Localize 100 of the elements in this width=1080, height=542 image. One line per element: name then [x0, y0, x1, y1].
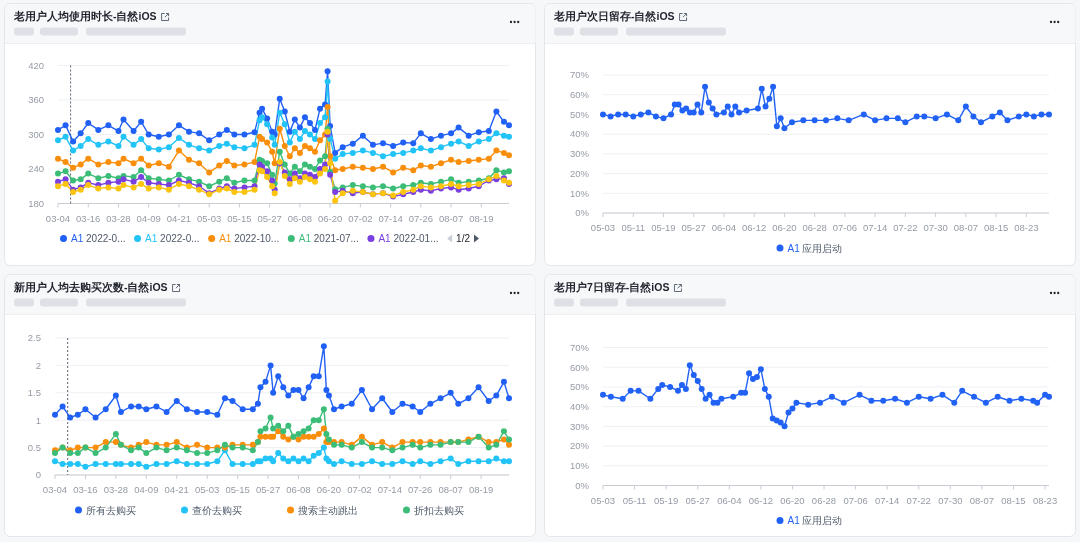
x-tick-label: 05-15	[227, 212, 252, 224]
x-tick-label: 05-03	[197, 212, 222, 224]
x-tick-label: 03-04	[45, 212, 71, 224]
x-tick-label: 05-03	[195, 484, 220, 496]
x-tick-label: 03-28	[103, 484, 129, 496]
x-tick-label: 08-19	[468, 484, 494, 496]
legend-label: A1 应用启动	[787, 242, 843, 254]
y-tick-label: 0	[35, 469, 41, 481]
y-tick-label: 1.5	[27, 387, 41, 399]
x-tick-label: 05-15	[225, 484, 250, 496]
y-tick-label: 50%	[569, 108, 590, 120]
y-tick-label: 50%	[569, 381, 590, 393]
y-tick-label: 60%	[569, 361, 590, 373]
x-tick-label: 07-14	[862, 222, 888, 234]
x-tick-label: 05-19	[651, 222, 676, 234]
y-tick-label: 0%	[575, 479, 590, 491]
x-tick-label: 07-06	[832, 222, 858, 234]
x-tick-label: 07-22	[893, 222, 918, 234]
x-tick-label: 06-04	[717, 494, 742, 506]
x-tick-label: 08-19	[469, 212, 494, 224]
y-tick-label: 40%	[569, 128, 590, 140]
x-tick-label: 03-16	[73, 484, 98, 496]
legend-label: 所有去购买	[86, 504, 136, 516]
x-tick-label: 07-14	[875, 494, 900, 506]
x-tick-label: 07-02	[348, 212, 373, 224]
x-tick-label: 05-27	[255, 484, 281, 496]
legend-label: A1 应用启动	[787, 515, 843, 526]
y-tick-label: 180	[28, 197, 44, 209]
x-tick-label: 06-20	[317, 212, 343, 224]
x-tick-label: 03-28	[106, 212, 131, 224]
chart-title: 老用户人均使用时长-自然iOS	[13, 10, 157, 23]
x-tick-label: 04-21	[166, 212, 192, 224]
y-tick-label: 20%	[569, 440, 590, 452]
x-tick-label: 03-16	[76, 212, 101, 224]
chart-title: 老用户次日留存-自然iOS	[553, 10, 675, 23]
x-tick-label: 07-02	[347, 484, 372, 496]
legend-label: A1 2022-0...	[71, 233, 126, 244]
x-tick-label: 06-28	[811, 494, 837, 506]
x-tick-label: 05-03	[590, 494, 616, 506]
y-tick-label: 420	[28, 59, 44, 71]
x-tick-label: 05-27	[257, 212, 282, 224]
y-tick-label: 30%	[569, 148, 590, 160]
chart-title: 新用户人均去购买次数-自然iOS	[13, 281, 168, 294]
x-tick-label: 07-26	[408, 484, 433, 496]
y-tick-label: 10%	[569, 460, 590, 472]
x-tick-label: 05-27	[681, 222, 706, 234]
y-tick-label: 10%	[569, 187, 590, 199]
x-tick-label: 06-20	[780, 494, 805, 506]
x-tick-label: 08-23	[1014, 222, 1039, 234]
y-tick-label: 300	[28, 128, 44, 140]
x-tick-label: 06-28	[802, 222, 827, 234]
x-tick-label: 07-26	[408, 212, 433, 224]
x-tick-label: 08-07	[953, 222, 978, 234]
x-tick-label: 03-04	[42, 484, 68, 496]
x-tick-label: 08-15	[1001, 494, 1026, 506]
x-tick-label: 06-20	[772, 222, 797, 234]
legend-label: 查价去购买	[192, 504, 242, 516]
x-tick-label: 07-22	[906, 494, 931, 506]
x-tick-label: 06-12	[742, 222, 767, 234]
y-tick-label: 360	[28, 94, 44, 106]
x-tick-label: 07-14	[377, 484, 402, 496]
x-tick-label: 05-11	[622, 494, 647, 506]
x-tick-label: 06-08	[287, 212, 313, 224]
x-tick-label: 06-20	[316, 484, 342, 496]
x-tick-label: 04-09	[136, 212, 161, 224]
legend-label: 折扣去购买	[414, 504, 464, 516]
x-tick-label: 07-06	[843, 494, 868, 506]
x-tick-label: 06-12	[748, 494, 774, 506]
legend-label: A1 2021-07...	[298, 233, 359, 244]
x-tick-label: 05-19	[653, 494, 679, 506]
y-tick-label: 0.5	[27, 441, 41, 453]
x-tick-label: 08-07	[438, 212, 464, 224]
x-tick-label: 05-03	[590, 222, 616, 234]
legend-label: 搜索主动跳出	[298, 504, 358, 516]
x-tick-label: 05-11	[621, 222, 646, 234]
legend-label: A1 2022-01...	[378, 233, 439, 244]
y-tick-label: 30%	[569, 420, 590, 432]
x-tick-label: 08-15	[983, 222, 1009, 234]
legend-label: A1 2022-0...	[145, 233, 200, 244]
x-tick-label: 05-27	[685, 494, 710, 506]
x-tick-label: 04-21	[164, 484, 189, 496]
x-tick-label: 07-30	[938, 494, 963, 506]
chart-title: 老用户7日留存-自然iOS	[553, 281, 670, 294]
y-tick-label: 1	[35, 414, 41, 426]
x-tick-label: 08-23	[1032, 494, 1058, 506]
legend-label: A1 2022-10...	[219, 233, 280, 244]
y-tick-label: 20%	[569, 167, 590, 179]
x-tick-label: 04-09	[134, 484, 159, 496]
y-tick-label: 70%	[569, 341, 590, 353]
x-tick-label: 08-07	[438, 484, 463, 496]
y-tick-label: 60%	[569, 89, 590, 101]
y-tick-label: 40%	[569, 400, 590, 412]
y-tick-label: 2.5	[27, 332, 41, 344]
x-tick-label: 06-04	[711, 222, 737, 234]
x-tick-label: 08-07	[969, 494, 995, 506]
y-tick-label: 70%	[569, 69, 590, 81]
x-tick-label: 07-14	[378, 212, 403, 224]
x-tick-label: 06-08	[286, 484, 311, 496]
y-tick-label: 240	[28, 163, 44, 175]
y-tick-label: 0%	[575, 207, 590, 219]
